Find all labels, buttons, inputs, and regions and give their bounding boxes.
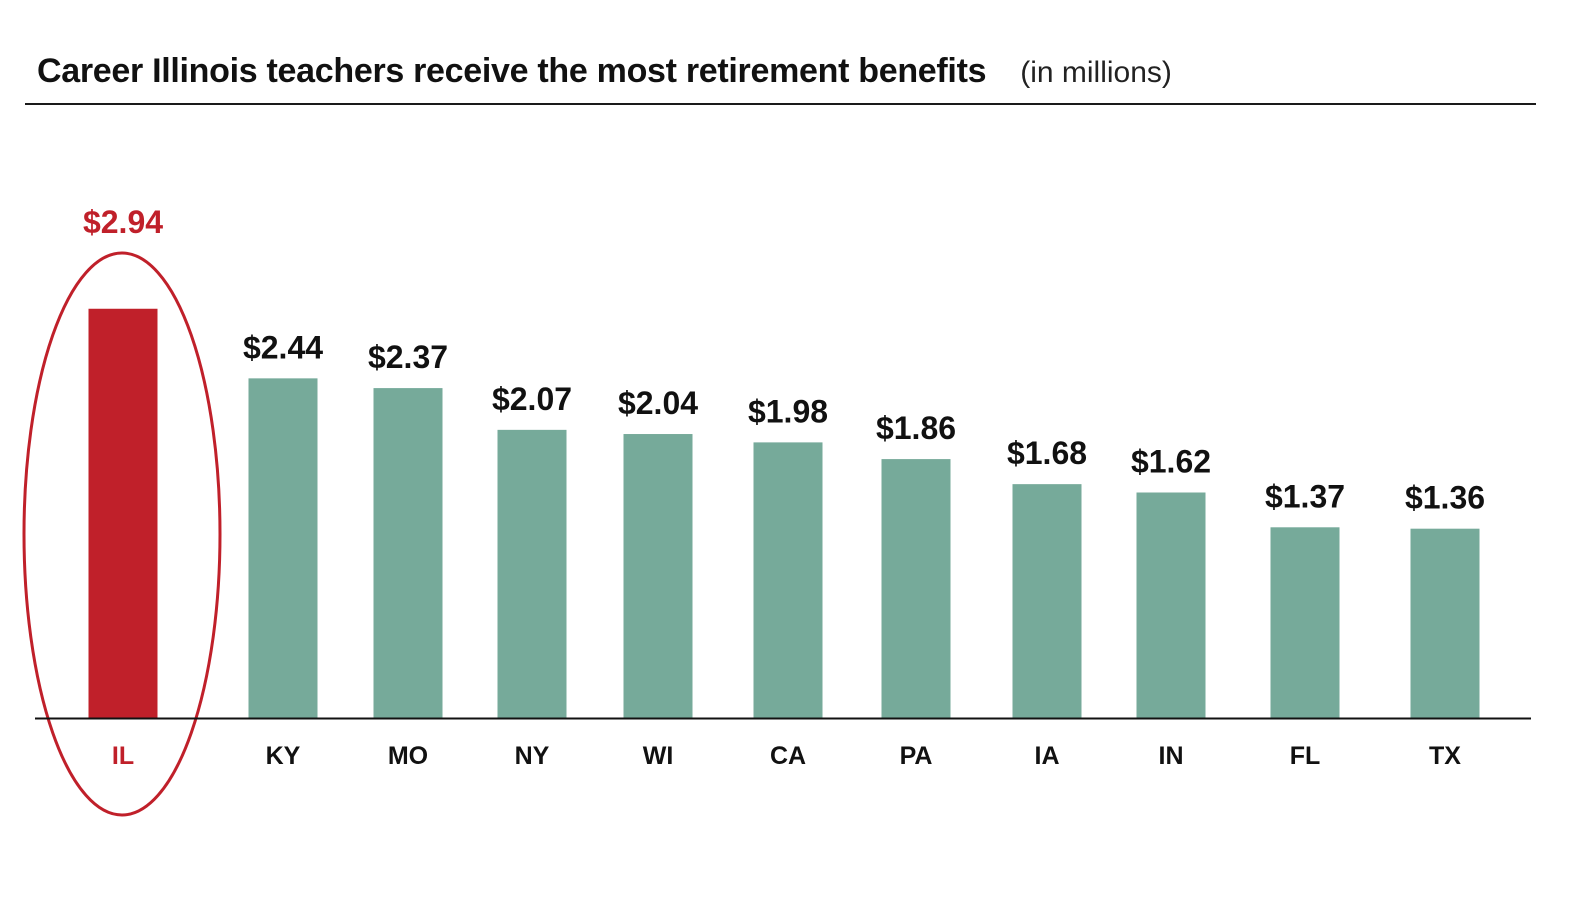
category-label-mo: MO: [388, 742, 428, 770]
bar-il: [88, 308, 158, 718]
category-label-ia: IA: [1035, 742, 1060, 770]
value-label-ia: $1.68: [1007, 435, 1087, 471]
value-label-mo: $2.37: [368, 339, 448, 375]
value-label-ca: $1.98: [748, 393, 828, 429]
category-label-ky: KY: [266, 742, 301, 770]
category-label-wi: WI: [643, 742, 674, 770]
value-label-ny: $2.07: [492, 381, 572, 417]
bar-ky: [248, 378, 318, 718]
category-label-fl: FL: [1290, 742, 1321, 770]
bar-ny: [497, 429, 567, 718]
bar-pa: [881, 459, 951, 718]
value-label-il: $2.94: [83, 204, 163, 240]
value-label-tx: $1.36: [1405, 480, 1485, 516]
bar-ca: [753, 442, 823, 718]
category-label-ny: NY: [515, 742, 550, 770]
value-label-pa: $1.86: [876, 410, 956, 446]
bar-ia: [1012, 484, 1082, 718]
bar-wi: [623, 434, 693, 718]
chart-title: Career Illinois teachers receive the mos…: [37, 52, 987, 90]
chart-header: Career Illinois teachers receive the mos…: [37, 52, 1172, 96]
category-label-in: IN: [1159, 742, 1184, 770]
chart-subtitle: (in millions): [1020, 56, 1172, 89]
title-divider: [25, 103, 1536, 105]
category-label-il: IL: [112, 742, 134, 770]
bar-fl: [1270, 527, 1340, 718]
value-label-fl: $1.37: [1265, 478, 1345, 514]
category-label-pa: PA: [900, 742, 933, 770]
bar-in: [1136, 492, 1206, 718]
category-label-tx: TX: [1429, 742, 1461, 770]
value-label-in: $1.62: [1131, 443, 1211, 479]
value-label-ky: $2.44: [243, 329, 323, 365]
category-label-ca: CA: [770, 742, 806, 770]
highlight-ellipse: [22, 251, 222, 817]
value-label-wi: $2.04: [618, 385, 698, 421]
bar-mo: [373, 388, 443, 718]
bar-tx: [1410, 528, 1480, 718]
